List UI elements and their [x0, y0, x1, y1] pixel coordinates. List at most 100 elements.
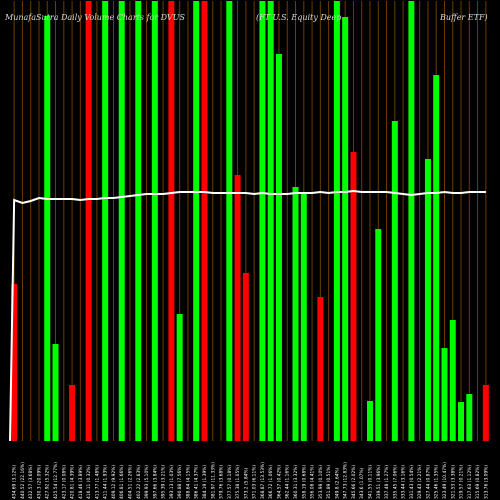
- x-tick-label: 388.64 (4.15%): [185, 465, 191, 499]
- bar-7: [69, 385, 76, 441]
- bar-55: [466, 394, 473, 441]
- x-tick-label: 337.48 (1.27%): [384, 465, 390, 499]
- bar-51: [433, 75, 440, 441]
- bar-43: [367, 401, 373, 441]
- bar-4: [44, 16, 51, 441]
- bar-15: [135, 1, 142, 441]
- x-tick-label: 313.76 (3.09%): [483, 465, 489, 499]
- bar-35: [300, 194, 307, 441]
- x-tick-label: 386.41 (4.37%): [194, 465, 200, 499]
- bar-28: [242, 273, 249, 441]
- x-tick-label: 434.69 (3.12%): [12, 465, 18, 499]
- x-tick-label: 339.51 (3.96%): [376, 465, 382, 499]
- bar-46: [391, 121, 398, 441]
- chart-title-left: MunafaSutra Daily Volume Charts for DVUS: [4, 13, 185, 22]
- x-tick-label: 323.49 (10.47%): [442, 462, 448, 499]
- x-tick-label: 402.22 (2.83%): [136, 465, 142, 499]
- bar-53: [449, 320, 456, 441]
- x-tick-label: 331.43 (0.54%): [409, 465, 415, 499]
- bar-22: [193, 1, 200, 441]
- x-tick-label: 423.17 (0.08%): [61, 465, 67, 499]
- x-tick-labels: 434.69 (3.12%) 440.52 (22.16%) 432.57 (3.6…: [12, 462, 490, 499]
- chart-title-right: Buffer ETF): [439, 13, 488, 22]
- bar-44: [375, 229, 382, 441]
- bar-19: [168, 1, 175, 441]
- x-tick-label: 432.57 (3.68%): [28, 465, 34, 499]
- average-line: [9, 189, 486, 442]
- x-tick-label: 384.19 (1.39%): [202, 465, 208, 499]
- bar-32: [275, 54, 282, 441]
- x-tick-label: 333.44 (3.16%): [401, 465, 407, 499]
- x-tick-label: 375.38 (1.05%): [235, 465, 241, 499]
- volume-bars: [11, 1, 489, 441]
- x-tick-label: 364.57 (0.42%): [276, 465, 282, 499]
- bar-52: [441, 348, 448, 441]
- x-tick-label: 393.13 (1.03%): [169, 465, 175, 499]
- x-tick-label: 366.72 (1.06%): [268, 465, 274, 499]
- x-tick-label: 395.39 (3.21%): [161, 465, 167, 499]
- x-tick-label: 430.3 (20.09%): [36, 465, 42, 499]
- x-tick-label: 321.53 (3.38%): [450, 465, 456, 499]
- bar-5: [52, 344, 59, 441]
- x-tick-label: 411.44 (1.93%): [103, 465, 109, 499]
- x-tick-label: 397.66 (3.84%): [152, 465, 158, 499]
- x-tick-label: 360.31 (3.32%): [293, 465, 299, 499]
- x-tick-label: 362.44 (1.16%): [285, 465, 291, 499]
- x-tick-label: 315.69 (0.82%): [475, 465, 481, 499]
- bar-37: [317, 297, 324, 441]
- bar-30: [259, 1, 266, 441]
- x-tick-label: 379.76 (3.68%): [219, 465, 225, 499]
- x-tick-label: 358.19 (0.68%): [301, 465, 307, 499]
- x-tick-label: 404.51 (2.26%): [128, 465, 134, 499]
- bar-57: [482, 385, 489, 441]
- bar-11: [102, 1, 109, 441]
- x-tick-label: 409.12 (9.92%): [111, 465, 117, 499]
- x-tick-label: 425.54 (12.77%): [53, 462, 59, 499]
- x-tick-label: 368.87 (13.53%): [260, 462, 266, 499]
- bar-50: [424, 159, 431, 441]
- bar-27: [234, 175, 241, 441]
- x-tick-label: 406.81 (1.66%): [119, 465, 125, 499]
- x-tick-label: 351.89 (0.51%): [326, 465, 332, 499]
- x-tick-label: 413.77 (1.48%): [94, 465, 100, 499]
- bar-48: [408, 1, 415, 441]
- x-tick-label: 440.52 (22.16%): [20, 462, 26, 499]
- x-tick-label: 325.46 (1.35%): [434, 465, 440, 499]
- x-tick-label: 390.88 (7.56%): [177, 465, 183, 499]
- bar-0: [11, 284, 18, 441]
- x-tick-label: 349.8 (2.64%): [334, 467, 340, 499]
- x-tick-label: 317.63 (1.12%): [467, 465, 473, 499]
- chart-title-mid: (FT U.S. Equity Deep: [256, 13, 341, 22]
- x-tick-label: 345.66 (2.02%): [351, 465, 357, 499]
- x-tick-label: 399.93 (5.10%): [144, 465, 150, 499]
- bar-31: [267, 1, 274, 441]
- x-tick-label: 416.11 (0.32%): [86, 465, 92, 499]
- x-tick-label: 335.45 (7.06%): [392, 465, 398, 499]
- x-tick-label: 353.98 (0.10%): [318, 465, 324, 499]
- bar-20: [176, 314, 183, 441]
- x-tick-label: 373.2 (5.84%): [243, 467, 249, 499]
- x-tick-label: 381.97 (11.33%): [210, 462, 216, 499]
- x-tick-label: 347.73 (12.83%): [343, 462, 349, 499]
- bar-23: [201, 1, 208, 441]
- x-tick-label: 327.44 (0.87%): [425, 465, 431, 499]
- x-tick-label: 377.57 (0.18%): [227, 465, 233, 499]
- x-tick-label: 418.46 (3.89%): [78, 465, 84, 499]
- bar-40: [342, 17, 349, 441]
- bar-17: [151, 1, 158, 441]
- x-tick-label: 356.08 (4.41%): [310, 465, 316, 499]
- x-tick-label: 371.03 (6.11%): [252, 465, 258, 499]
- bar-13: [118, 1, 125, 441]
- bar-34: [292, 187, 299, 441]
- x-tick-label: 341.55 (0.11%): [368, 465, 374, 499]
- bar-54: [458, 402, 465, 441]
- bar-41: [350, 152, 357, 441]
- bar-9: [85, 1, 92, 441]
- x-tick-label: 343.6 (1.07%): [359, 467, 365, 499]
- x-tick-label: 329.43 (2.21%): [417, 465, 423, 499]
- x-tick-label: 319.57 (0.21%): [459, 465, 465, 499]
- x-tick-label: 427.92 (5.32%): [45, 465, 51, 499]
- bar-39: [333, 1, 340, 441]
